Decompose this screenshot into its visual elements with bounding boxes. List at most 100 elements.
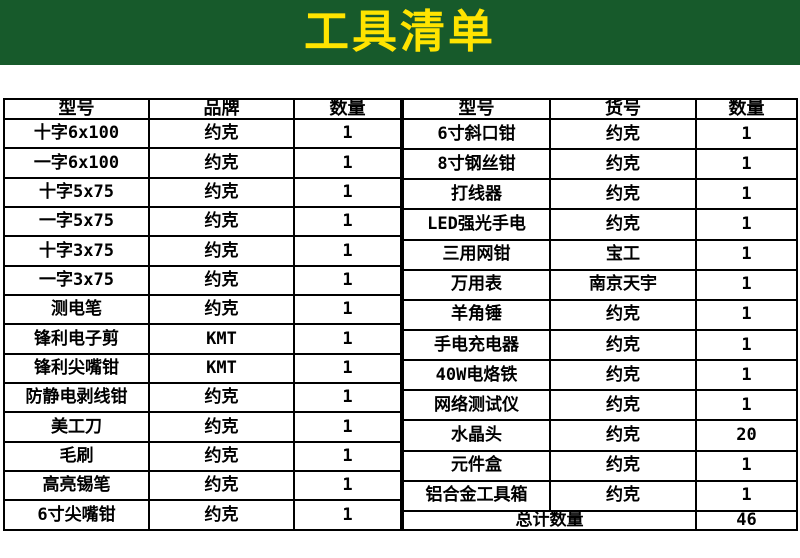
qty-cell: 1 <box>695 479 798 513</box>
brand-cell: 约克 <box>148 382 295 414</box>
left-table-header-row: 型号 品牌 数量 <box>3 98 402 120</box>
column-header: 型号 <box>402 98 551 120</box>
brand-cell: 约克 <box>148 147 295 179</box>
model-cell: 高亮锡笔 <box>3 470 150 502</box>
model-cell: 锋利电子剪 <box>3 323 150 355</box>
model-cell: 手电充电器 <box>402 328 551 362</box>
table-row: 网络测试仪 约克 1 <box>402 389 798 422</box>
brand-cell: 宝工 <box>549 238 697 271</box>
table-row: 一字6x100 约克 1 <box>3 147 402 179</box>
qty-cell: 1 <box>293 352 402 385</box>
model-cell: 万用表 <box>402 268 551 301</box>
qty-cell: 1 <box>293 117 402 150</box>
brand-cell: 约克 <box>148 411 295 443</box>
qty-cell: 1 <box>695 328 798 362</box>
table-row: LED强光手电 约克 1 <box>402 208 798 241</box>
brand-cell: 约克 <box>148 264 295 297</box>
brand-cell: 约克 <box>148 176 295 209</box>
qty-cell: 1 <box>695 117 798 151</box>
qty-cell: 1 <box>293 323 402 355</box>
model-cell: 羊角锤 <box>402 298 551 331</box>
qty-cell: 1 <box>695 178 798 211</box>
title-banner: 工具清单 <box>0 0 800 65</box>
table-row: 万用表 南京天宇 1 <box>402 268 798 301</box>
qty-cell: 1 <box>293 411 402 443</box>
column-header: 数量 <box>293 98 402 120</box>
table-row: 十字3x75 约克 1 <box>3 235 402 267</box>
table-row: 手电充电器 约克 1 <box>402 328 798 362</box>
qty-cell: 1 <box>293 294 402 326</box>
right-table-body: 6寸斜口钳 约克 1 8寸钢丝钳 约克 1 打线器 约克 1 LED强光手电 约克 1 三用网钳 宝工 1 万… <box>402 117 798 513</box>
brand-cell: 约克 <box>148 294 295 326</box>
model-cell: 锋利尖嘴钳 <box>3 352 150 385</box>
model-cell: 铝合金工具箱 <box>402 479 551 513</box>
brand-cell: 约克 <box>549 178 697 211</box>
table-row: 一字5x75 约克 1 <box>3 206 402 238</box>
model-cell: 8寸钢丝钳 <box>402 148 551 181</box>
total-label-cell: 总计数量 <box>402 510 697 531</box>
qty-cell: 1 <box>293 382 402 414</box>
brand-cell: KMT <box>148 323 295 355</box>
qty-cell: 1 <box>695 359 798 392</box>
model-cell: 水晶头 <box>402 419 551 452</box>
brand-cell: KMT <box>148 352 295 385</box>
qty-cell: 1 <box>695 238 798 271</box>
qty-cell: 1 <box>293 206 402 238</box>
brand-cell: 约克 <box>549 389 697 422</box>
model-cell: 6寸尖嘴钳 <box>3 499 150 531</box>
table-row: 铝合金工具箱 约克 1 <box>402 479 798 513</box>
table-row: 羊角锤 约克 1 <box>402 298 798 331</box>
total-row: 总计数量 46 <box>402 510 798 531</box>
brand-cell: 约克 <box>148 117 295 150</box>
brand-cell: 约克 <box>148 206 295 238</box>
model-cell: 测电笔 <box>3 294 150 326</box>
model-cell: 6寸斜口钳 <box>402 117 551 151</box>
brand-cell: 约克 <box>549 359 697 392</box>
column-header: 品牌 <box>148 98 295 120</box>
table-row: 美工刀 约克 1 <box>3 411 402 443</box>
model-cell: 一字6x100 <box>3 147 150 179</box>
column-header: 型号 <box>3 98 150 120</box>
table-row: 高亮锡笔 约克 1 <box>3 470 402 502</box>
brand-cell: 约克 <box>549 328 697 362</box>
table-row: 锋利尖嘴钳 KMT 1 <box>3 352 402 385</box>
table-row: 6寸尖嘴钳 约克 1 <box>3 499 402 531</box>
right-table-header-row: 型号 货号 数量 <box>402 98 798 120</box>
brand-cell: 约克 <box>549 148 697 181</box>
model-cell: 40W电烙铁 <box>402 359 551 392</box>
model-cell: LED强光手电 <box>402 208 551 241</box>
table-row: 8寸钢丝钳 约克 1 <box>402 148 798 181</box>
qty-cell: 20 <box>695 419 798 452</box>
table-row: 锋利电子剪 KMT 1 <box>3 323 402 355</box>
table-row: 十字5x75 约克 1 <box>3 176 402 209</box>
model-cell: 毛刷 <box>3 440 150 473</box>
qty-cell: 1 <box>695 389 798 422</box>
model-cell: 防静电剥线钳 <box>3 382 150 414</box>
model-cell: 一字3x75 <box>3 264 150 297</box>
table-row: 三用网钳 宝工 1 <box>402 238 798 271</box>
model-cell: 网络测试仪 <box>402 389 551 422</box>
model-cell: 美工刀 <box>3 411 150 443</box>
qty-cell: 1 <box>695 148 798 181</box>
table-row: 元件盒 约克 1 <box>402 449 798 482</box>
column-header: 货号 <box>549 98 697 120</box>
total-value-cell: 46 <box>695 510 798 531</box>
brand-cell: 约克 <box>549 298 697 331</box>
brand-cell: 约克 <box>148 235 295 267</box>
brand-cell: 约克 <box>148 440 295 473</box>
qty-cell: 1 <box>293 264 402 297</box>
table-row: 6寸斜口钳 约克 1 <box>402 117 798 151</box>
left-table-body: 十字6x100 约克 1 一字6x100 约克 1 十字5x75 约克 1 一字5x75 约克 1 十字… <box>3 117 402 531</box>
table-row: 水晶头 约克 20 <box>402 419 798 452</box>
brand-cell: 约克 <box>549 419 697 452</box>
brand-cell: 约克 <box>549 117 697 151</box>
left-tool-table: 型号 品牌 数量 十字6x100 约克 1 一字6x100 约克 1 十字5x75 约克 1 一字5x… <box>3 98 402 531</box>
brand-cell: 南京天宇 <box>549 268 697 301</box>
brand-cell: 约克 <box>549 449 697 482</box>
table-row: 一字3x75 约克 1 <box>3 264 402 297</box>
qty-cell: 1 <box>293 470 402 502</box>
table-row: 测电笔 约克 1 <box>3 294 402 326</box>
qty-cell: 1 <box>695 298 798 331</box>
model-cell: 打线器 <box>402 178 551 211</box>
